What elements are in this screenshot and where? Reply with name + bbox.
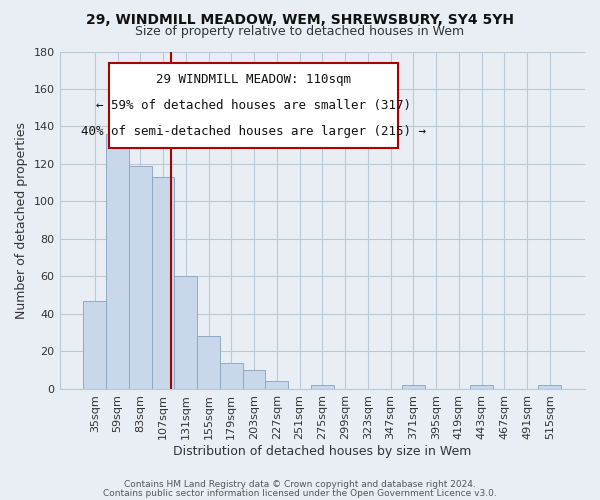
- FancyBboxPatch shape: [109, 64, 398, 148]
- Text: 29 WINDMILL MEADOW: 110sqm: 29 WINDMILL MEADOW: 110sqm: [157, 73, 352, 86]
- Text: 29, WINDMILL MEADOW, WEM, SHREWSBURY, SY4 5YH: 29, WINDMILL MEADOW, WEM, SHREWSBURY, SY…: [86, 12, 514, 26]
- Bar: [242, 370, 265, 389]
- X-axis label: Distribution of detached houses by size in Wem: Distribution of detached houses by size …: [173, 444, 472, 458]
- Bar: [175, 276, 197, 389]
- Y-axis label: Number of detached properties: Number of detached properties: [15, 122, 28, 318]
- Text: Contains HM Land Registry data © Crown copyright and database right 2024.: Contains HM Land Registry data © Crown c…: [124, 480, 476, 489]
- Text: ← 59% of detached houses are smaller (317): ← 59% of detached houses are smaller (31…: [97, 99, 412, 112]
- Bar: [470, 385, 493, 389]
- Text: 40% of semi-detached houses are larger (215) →: 40% of semi-detached houses are larger (…: [82, 125, 427, 138]
- Bar: [152, 177, 175, 389]
- Bar: [106, 134, 129, 389]
- Bar: [311, 385, 334, 389]
- Bar: [83, 301, 106, 389]
- Bar: [538, 385, 561, 389]
- Text: Size of property relative to detached houses in Wem: Size of property relative to detached ho…: [136, 25, 464, 38]
- Bar: [197, 336, 220, 389]
- Bar: [402, 385, 425, 389]
- Bar: [220, 362, 242, 389]
- Text: Contains public sector information licensed under the Open Government Licence v3: Contains public sector information licen…: [103, 488, 497, 498]
- Bar: [129, 166, 152, 389]
- Bar: [265, 382, 288, 389]
